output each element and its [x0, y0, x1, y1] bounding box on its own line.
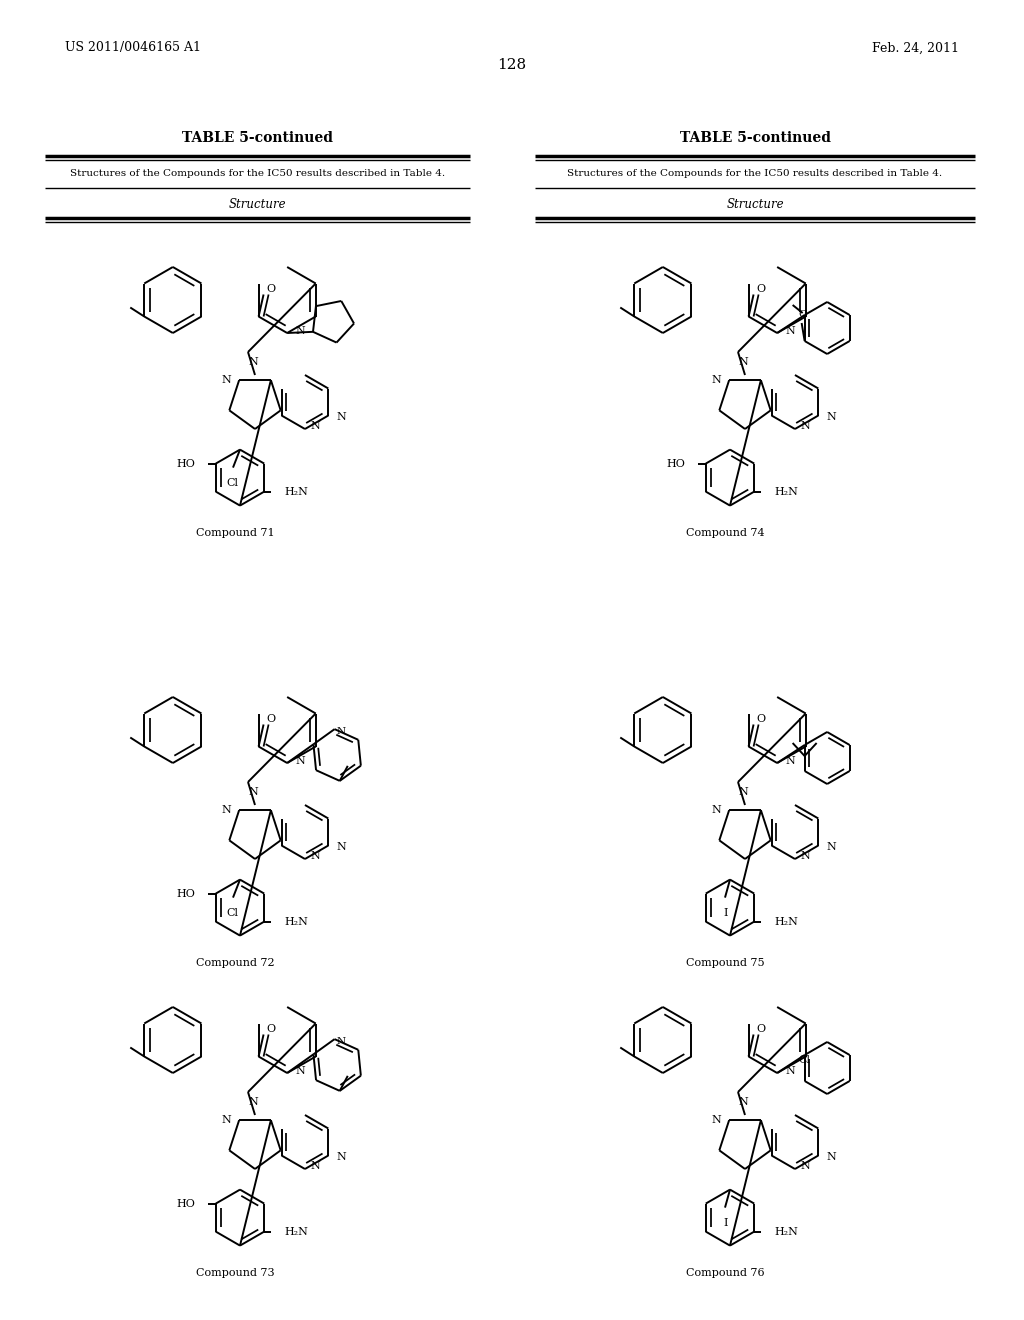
Text: N: N — [826, 412, 836, 422]
Text: N: N — [785, 326, 795, 337]
Text: Compound 75: Compound 75 — [686, 957, 764, 968]
Text: Compound 74: Compound 74 — [686, 528, 764, 537]
Text: N: N — [785, 1067, 795, 1076]
Text: I: I — [724, 908, 728, 917]
Text: N: N — [295, 326, 305, 337]
Text: N: N — [221, 1115, 231, 1125]
Text: N: N — [738, 1097, 748, 1107]
Text: N: N — [295, 756, 305, 766]
Text: N: N — [712, 805, 721, 816]
Text: TABLE 5-continued: TABLE 5-continued — [680, 131, 830, 145]
Text: N: N — [336, 1152, 346, 1163]
Text: O: O — [266, 285, 275, 294]
Text: N: N — [738, 787, 748, 797]
Text: Structures of the Compounds for the IC50 results described in Table 4.: Structures of the Compounds for the IC50… — [70, 169, 445, 178]
Text: H₂N: H₂N — [285, 916, 308, 927]
Text: N: N — [248, 1097, 258, 1107]
Text: O: O — [756, 714, 765, 725]
Text: N: N — [311, 851, 321, 861]
Text: Compound 73: Compound 73 — [196, 1267, 274, 1278]
Text: Compound 71: Compound 71 — [196, 528, 274, 537]
Text: HO: HO — [667, 458, 686, 469]
Text: N: N — [221, 805, 231, 816]
Text: Cl: Cl — [799, 1055, 811, 1065]
Text: O: O — [266, 714, 275, 725]
Text: N: N — [336, 842, 346, 853]
Text: Compound 72: Compound 72 — [196, 957, 274, 968]
Text: N: N — [826, 842, 836, 853]
Text: N: N — [801, 1162, 811, 1171]
Text: N: N — [295, 1067, 305, 1076]
Text: N: N — [248, 356, 258, 367]
Text: Feb. 24, 2011: Feb. 24, 2011 — [872, 41, 959, 54]
Text: HO: HO — [177, 458, 196, 469]
Text: Structure: Structure — [726, 198, 783, 210]
Text: Structure: Structure — [228, 198, 287, 210]
Text: H₂N: H₂N — [285, 487, 308, 496]
Text: N: N — [311, 421, 321, 432]
Text: N: N — [221, 375, 231, 385]
Text: Structures of the Compounds for the IC50 results described in Table 4.: Structures of the Compounds for the IC50… — [567, 169, 942, 178]
Text: N: N — [311, 1162, 321, 1171]
Text: N: N — [712, 1115, 721, 1125]
Text: H₂N: H₂N — [285, 1226, 308, 1237]
Text: H₂N: H₂N — [774, 916, 798, 927]
Text: O: O — [756, 285, 765, 294]
Text: N: N — [801, 851, 811, 861]
Text: N: N — [826, 1152, 836, 1163]
Text: I: I — [724, 1217, 728, 1228]
Text: Compound 76: Compound 76 — [686, 1267, 764, 1278]
Text: O: O — [266, 1024, 275, 1035]
Text: HO: HO — [177, 888, 196, 899]
Text: 128: 128 — [498, 58, 526, 73]
Text: O: O — [756, 1024, 765, 1035]
Text: N: N — [801, 421, 811, 432]
Text: N: N — [337, 1036, 346, 1045]
Text: N: N — [712, 375, 721, 385]
Text: N: N — [785, 756, 795, 766]
Text: H₂N: H₂N — [774, 1226, 798, 1237]
Text: H₂N: H₂N — [774, 487, 798, 496]
Text: Cl: Cl — [226, 908, 238, 917]
Text: N: N — [337, 726, 346, 735]
Text: N: N — [248, 787, 258, 797]
Text: N: N — [738, 356, 748, 367]
Text: O: O — [799, 310, 807, 319]
Text: N: N — [336, 412, 346, 422]
Text: US 2011/0046165 A1: US 2011/0046165 A1 — [65, 41, 201, 54]
Text: Cl: Cl — [226, 478, 238, 487]
Text: TABLE 5-continued: TABLE 5-continued — [182, 131, 333, 145]
Text: HO: HO — [177, 1199, 196, 1209]
